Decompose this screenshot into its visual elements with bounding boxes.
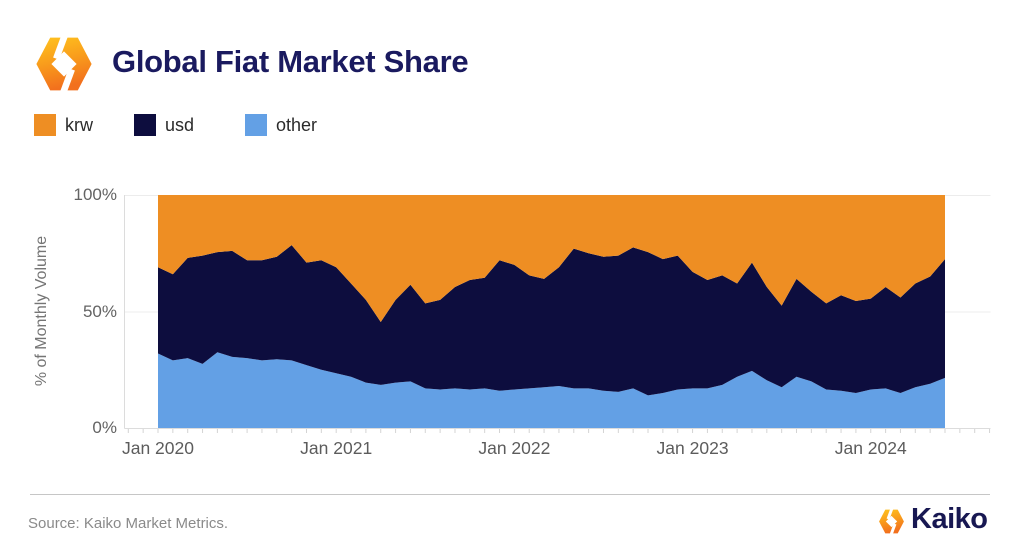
area-krw[interactable] — [158, 195, 945, 322]
kaiko-logo-icon — [33, 29, 95, 99]
kaiko-wordmark: Kaiko — [911, 503, 988, 535]
x-tick-label: Jan 2022 — [478, 438, 551, 458]
legend-item-krw[interactable]: krw — [34, 114, 93, 136]
kaiko-brand-icon — [879, 507, 904, 535]
area-usd[interactable] — [158, 245, 945, 396]
y-tick-label: 0% — [92, 418, 117, 437]
legend-swatch-other — [245, 114, 267, 136]
legend-label-usd: usd — [165, 115, 195, 135]
legend-swatch-usd — [134, 114, 156, 136]
x-tick-label: Jan 2021 — [300, 438, 373, 458]
footer-divider — [30, 494, 990, 495]
legend-item-other[interactable]: other — [245, 114, 317, 136]
legend-label-krw: krw — [65, 115, 93, 135]
x-tick-label: Jan 2020 — [121, 438, 194, 458]
kaiko-brand-logo: Kaiko — [878, 503, 988, 536]
page-title: Global Fiat Market Share — [112, 44, 469, 79]
x-tick-label: Jan 2023 — [656, 438, 729, 458]
y-tick-label: 100% — [73, 185, 117, 204]
y-tick-label: 50% — [82, 301, 117, 321]
legend-label-other: other — [276, 115, 318, 135]
legend-item-usd[interactable]: usd — [134, 114, 194, 136]
legend-swatch-krw — [34, 114, 56, 136]
area-other[interactable] — [158, 352, 945, 428]
source-note: Source: Kaiko Market Metrics. — [28, 515, 229, 532]
x-tick-label: Jan 2024 — [834, 438, 907, 458]
